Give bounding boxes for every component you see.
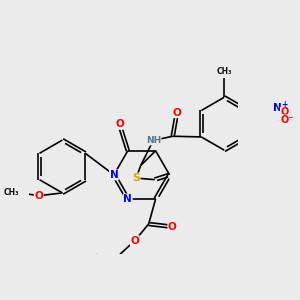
Text: O: O (34, 191, 43, 201)
Text: O: O (130, 236, 139, 246)
Text: N: N (110, 170, 118, 180)
Text: O: O (280, 107, 288, 117)
Text: O: O (115, 119, 124, 129)
Text: CH₃: CH₃ (217, 67, 232, 76)
Text: CH₃: CH₃ (3, 188, 19, 197)
Text: +: + (281, 100, 287, 109)
Text: O⁻: O⁻ (280, 115, 293, 125)
Text: O: O (168, 222, 177, 232)
Text: NH: NH (146, 136, 161, 145)
Text: N: N (273, 103, 282, 113)
Text: N: N (123, 194, 132, 204)
Text: O: O (172, 108, 181, 118)
Text: S: S (132, 173, 140, 183)
